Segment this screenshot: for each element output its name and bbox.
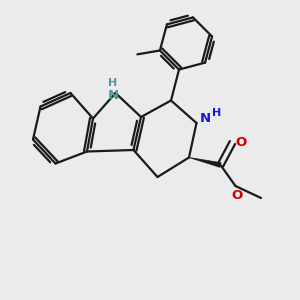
Polygon shape (189, 158, 221, 167)
Text: H: H (212, 107, 221, 118)
Text: H: H (109, 78, 118, 88)
Text: O: O (235, 136, 247, 149)
Text: N: N (107, 89, 119, 102)
Text: N: N (200, 112, 211, 125)
Text: O: O (231, 189, 243, 202)
